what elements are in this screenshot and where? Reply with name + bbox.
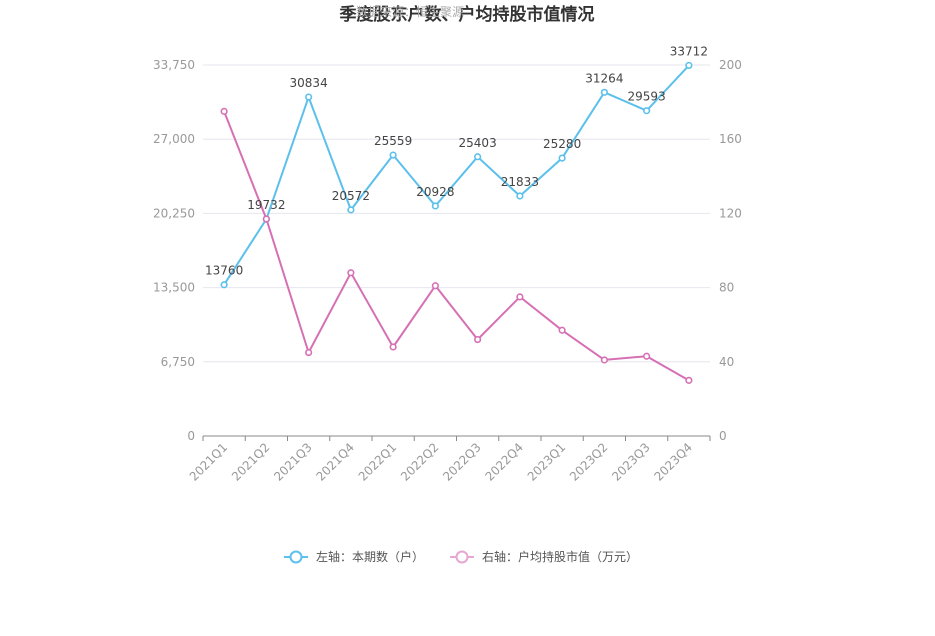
data-label: 31264	[585, 71, 623, 85]
data-label: 20928	[416, 185, 454, 199]
data-label: 20572	[332, 189, 370, 203]
x-axis-tick-label: 2023Q4	[651, 440, 695, 484]
series-1-point	[558, 154, 566, 162]
series-line-1	[223, 64, 690, 286]
series-2-point	[220, 107, 228, 115]
watermark: 数据来源：恒生聚源	[356, 4, 464, 19]
data-label: 13760	[205, 264, 243, 278]
series-2-point	[558, 326, 566, 334]
data-label: 33712	[670, 44, 708, 58]
series-1-point	[305, 93, 313, 101]
chart-title: 季度股东户数、户均持股市值情况	[340, 4, 595, 25]
legend-label: 左轴：本期数（户）	[316, 549, 424, 564]
data-label: 19732	[247, 198, 285, 212]
series-2-point	[431, 282, 439, 290]
x-axis-tick-label: 2021Q1	[187, 440, 231, 484]
x-axis-tick-label: 2023Q1	[525, 440, 569, 484]
legend-marker	[289, 550, 303, 564]
legend-label: 右轴：户均持股市值（万元）	[482, 549, 638, 564]
series-1-point	[389, 151, 397, 159]
legend-marker	[455, 550, 469, 564]
left-axis-tick-label: 27,000	[153, 132, 195, 146]
series-2-point	[305, 348, 313, 357]
series-2-point	[262, 215, 270, 223]
right-axis-tick-label: 200	[719, 58, 742, 72]
legend-item-1[interactable]: 左轴：本期数（户）	[284, 549, 424, 564]
data-label: 29593	[628, 90, 666, 104]
series-2-point	[389, 343, 397, 351]
data-label: 25403	[459, 136, 497, 150]
series-2-point	[643, 352, 651, 360]
x-axis-tick-label: 2021Q4	[313, 440, 357, 484]
series-2-point	[347, 269, 355, 277]
series-1-point	[474, 153, 482, 161]
series-2-point	[516, 293, 524, 301]
series-2-point	[685, 376, 693, 384]
series-1-point	[431, 202, 439, 210]
x-axis-tick-label: 2022Q4	[482, 440, 526, 484]
left-axis-tick-label: 13,500	[153, 281, 195, 295]
data-label: 25559	[374, 134, 412, 148]
data-label: 25280	[543, 137, 581, 151]
series-1-point	[220, 281, 228, 289]
right-axis-tick-label: 80	[719, 281, 734, 295]
x-axis-tick-label: 2021Q2	[229, 440, 273, 484]
x-axis-tick-label: 2021Q3	[271, 440, 315, 484]
series-1-point	[643, 107, 651, 115]
series-line-2	[223, 111, 690, 382]
series-1-point	[347, 206, 355, 214]
x-axis-tick-label: 2022Q1	[356, 440, 400, 484]
left-axis-tick-label: 33,750	[153, 58, 195, 72]
legend[interactable]: 左轴：本期数（户） 右轴：户均持股市值（万元）	[284, 549, 638, 564]
data-label: 21833	[501, 175, 539, 189]
x-axis-tick-label: 2023Q3	[609, 440, 653, 484]
right-axis-tick-label: 0	[719, 429, 727, 443]
series-1-point	[516, 192, 524, 200]
left-axis-tick-label: 20,250	[153, 206, 195, 220]
data-labels: 13760 19732 30834 20572 25559 20928 25403 21833…	[205, 44, 708, 277]
legend-item-2[interactable]: 右轴：户均持股市值（万元）	[450, 549, 638, 564]
x-axis-tick-label: 2023Q2	[567, 440, 611, 484]
series-2-point	[600, 356, 608, 364]
series-2-point	[474, 335, 482, 344]
right-axis-tick-label: 160	[719, 132, 742, 146]
right-axis-tick-label: 40	[719, 355, 734, 369]
series-layer	[220, 61, 693, 384]
left-axis-tick-label: 0	[187, 429, 195, 443]
series-1-point	[600, 88, 608, 96]
data-label: 30834	[290, 76, 328, 90]
x-axis-tick-label: 2022Q2	[398, 440, 442, 484]
series-1-point	[685, 61, 693, 70]
left-axis-tick-label: 6,750	[161, 355, 195, 369]
right-axis-tick-label: 120	[719, 206, 742, 220]
x-axis-tick-label: 2022Q3	[440, 440, 484, 484]
gridlines	[203, 64, 710, 363]
